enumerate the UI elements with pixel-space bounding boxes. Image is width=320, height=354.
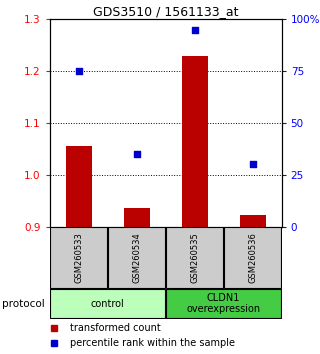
- Bar: [181, 56, 208, 227]
- Title: GDS3510 / 1561133_at: GDS3510 / 1561133_at: [93, 5, 238, 18]
- Bar: [66, 146, 92, 227]
- Point: [192, 27, 197, 33]
- Text: GSM260536: GSM260536: [248, 232, 257, 283]
- Bar: [166, 289, 281, 318]
- Text: GSM260535: GSM260535: [190, 232, 199, 283]
- Point: [134, 151, 139, 157]
- Text: percentile rank within the sample: percentile rank within the sample: [70, 338, 236, 348]
- Bar: [124, 209, 150, 227]
- Text: transformed count: transformed count: [70, 322, 161, 332]
- Text: GSM260534: GSM260534: [132, 232, 141, 283]
- Text: control: control: [91, 298, 124, 309]
- Point: [76, 68, 81, 74]
- Text: GSM260533: GSM260533: [74, 232, 83, 283]
- Point: [250, 161, 255, 167]
- Bar: [240, 215, 266, 227]
- Bar: [224, 227, 281, 288]
- Bar: [108, 227, 165, 288]
- Text: protocol: protocol: [2, 298, 44, 309]
- Bar: [50, 227, 107, 288]
- Bar: [166, 227, 223, 288]
- Text: CLDN1
overexpression: CLDN1 overexpression: [187, 293, 261, 314]
- Bar: [50, 289, 165, 318]
